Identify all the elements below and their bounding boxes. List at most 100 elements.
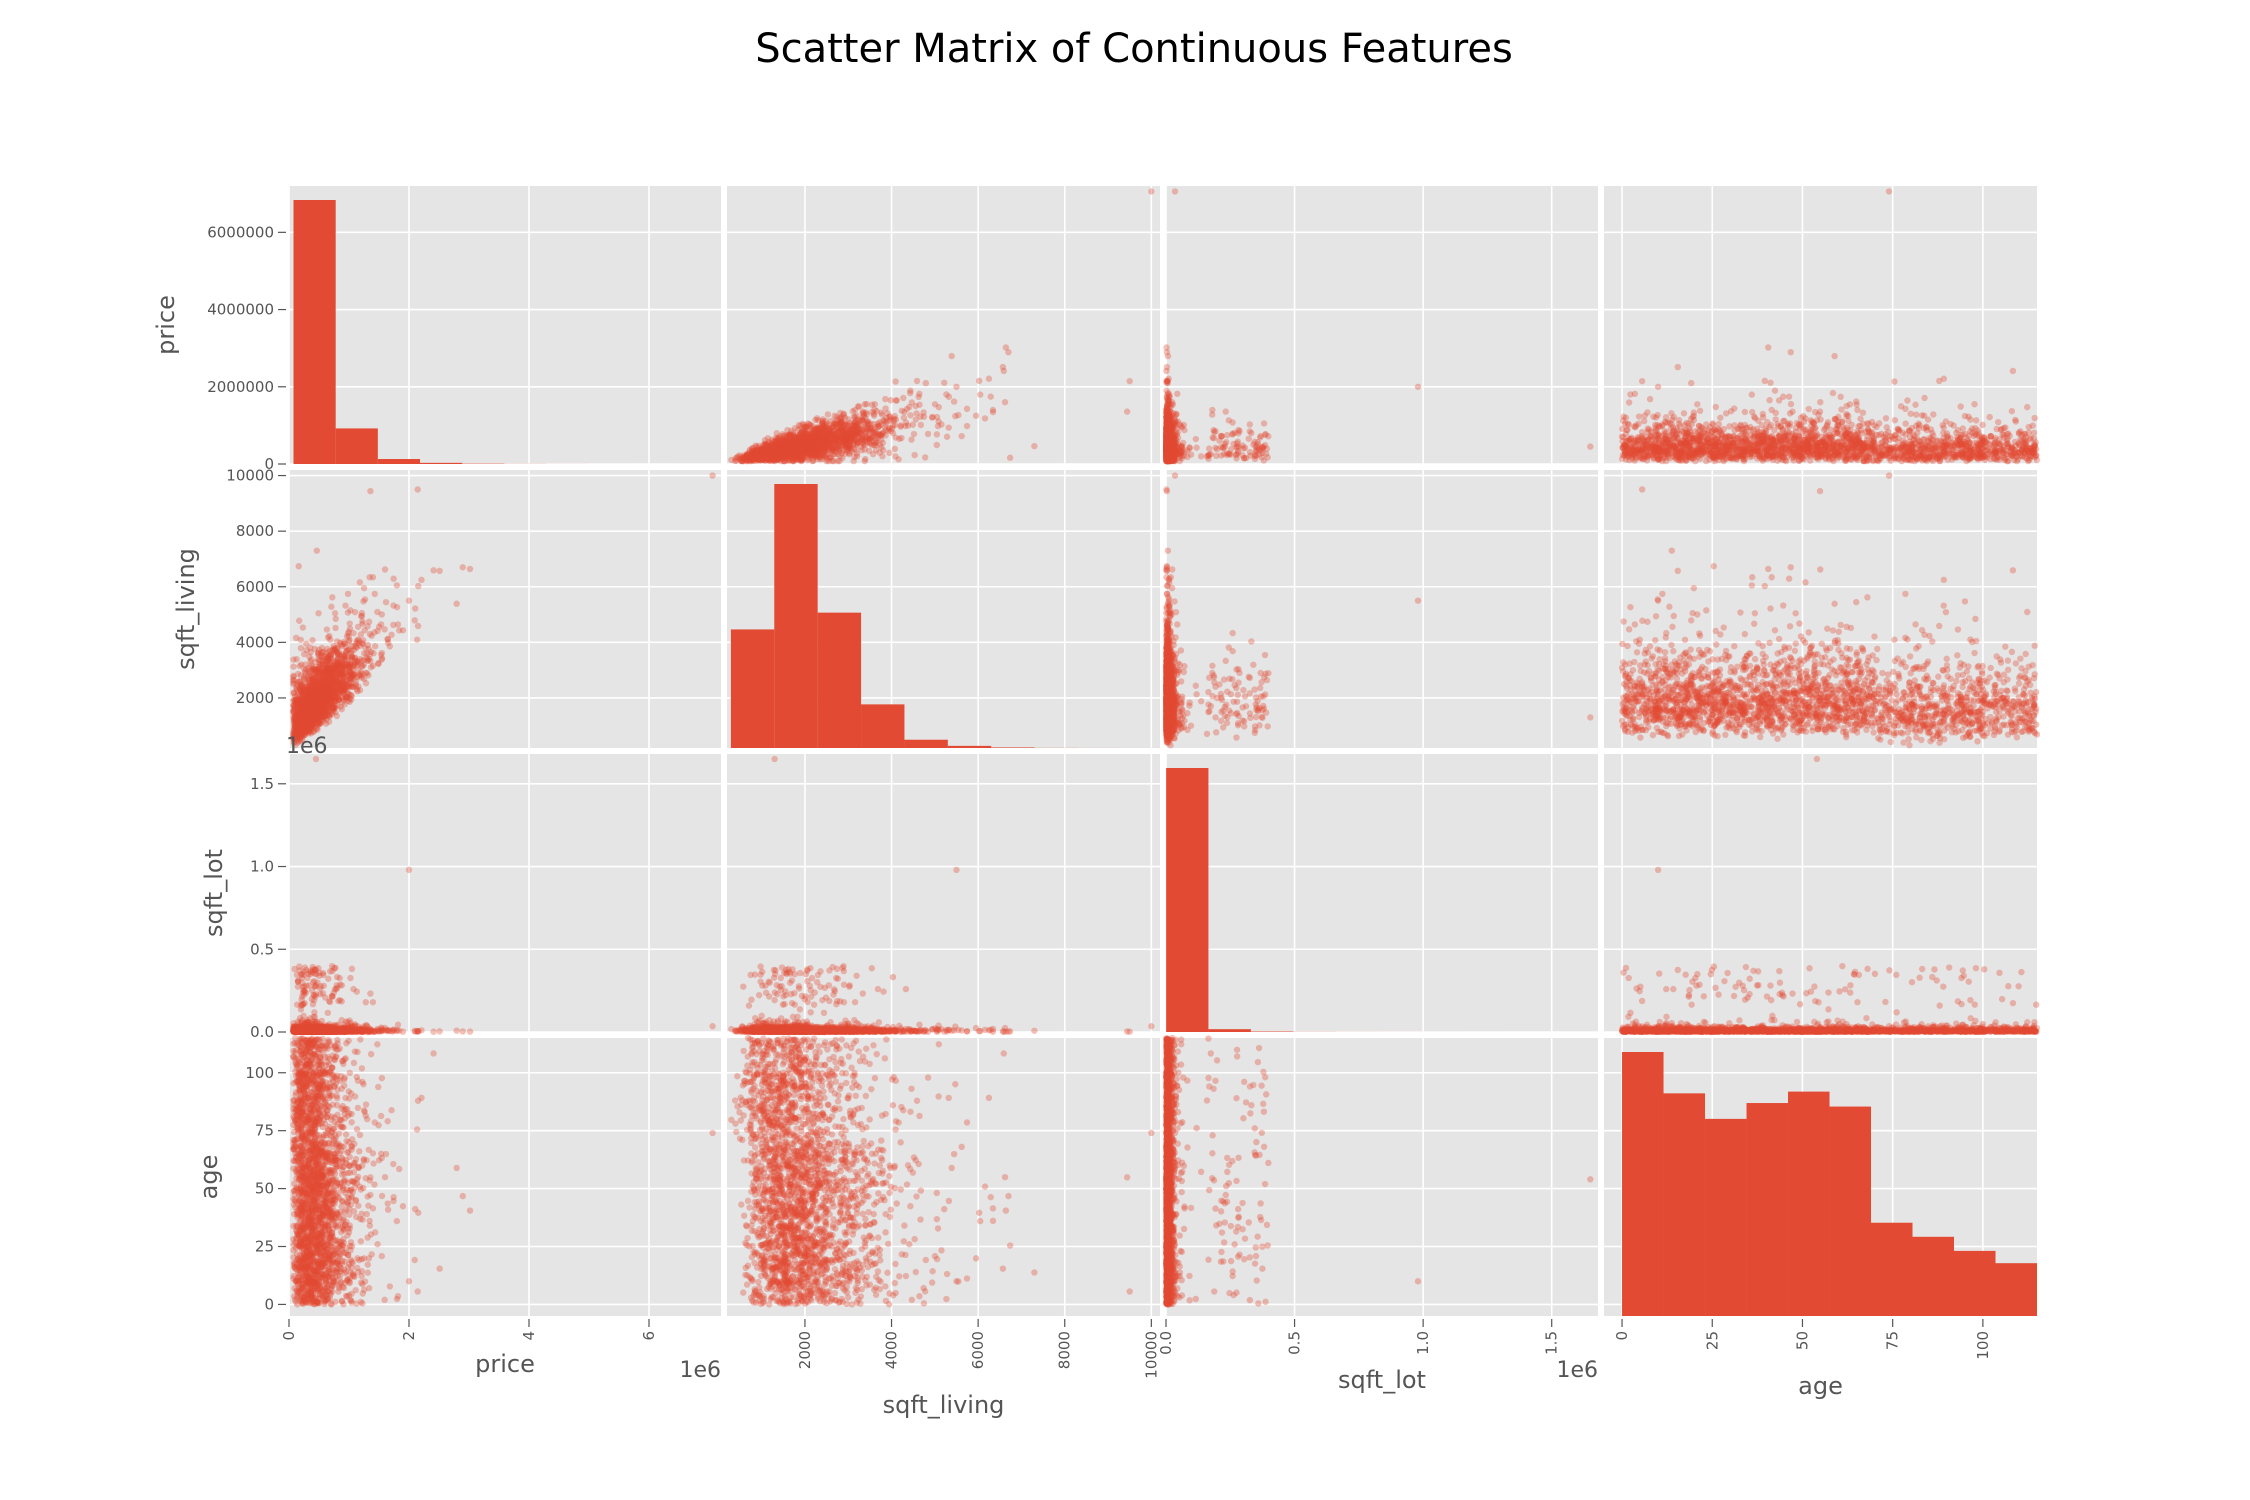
scatter-point [836,415,843,423]
scatter-point [781,450,788,458]
scatter-point [753,452,760,459]
scatter-point [741,454,748,461]
scatter-point [846,449,853,457]
scatter-point [773,430,780,437]
scatter-point [776,441,783,448]
scatter-point [862,414,869,422]
scatter-point [945,424,952,431]
scatter-point [869,426,876,433]
scatter-point [771,445,778,452]
scatter-point [807,451,815,459]
scatter-point [787,440,795,448]
scatter-point [879,439,887,446]
scatter-point [797,453,804,461]
scatter-point [1168,432,1175,439]
scatter-point [1260,457,1268,464]
scatter-point [1414,383,1422,390]
scatter-point [808,434,815,441]
scatter-point [764,455,771,462]
scatter-point [769,438,776,445]
scatter-point [775,456,783,463]
scatter-point [772,454,779,462]
scatter-point [1178,424,1186,431]
scatter-point [910,430,918,438]
scatter-point [842,441,849,448]
scatter-point [840,437,847,444]
scatter-point [772,452,780,459]
scatter-point [985,375,993,382]
scatter-point [821,453,828,460]
scatter-point [908,436,915,443]
scatter-point [803,439,810,446]
scatter-point [833,439,840,446]
scatter-point [1239,442,1246,449]
scatter-point [851,425,859,432]
scatter-point [901,408,908,416]
scatter-point [736,452,743,459]
scatter-point [773,448,780,455]
scatter-point [869,450,877,458]
scatter-point [782,453,790,461]
scatter-point [806,441,814,448]
scatter-point [777,441,784,449]
scatter-point [800,443,808,451]
scatter-point [756,449,763,457]
scatter-point [1245,435,1252,442]
scatter-point [945,393,953,400]
scatter-point [806,442,814,449]
scatter-point [791,450,798,457]
scatter-point [796,431,804,438]
scatter-point [844,426,851,433]
scatter-point [808,443,815,450]
scatter-point [740,457,747,465]
scatter-point [746,454,754,462]
scatter-point [845,431,853,438]
scatter-point [860,423,868,431]
scatter-point [891,413,898,420]
scatter-point [907,412,914,419]
scatter-point [771,451,778,458]
scatter-point [989,406,997,414]
scatter-point [941,379,948,386]
scatter-point [786,442,794,449]
scatter-point [797,442,805,450]
scatter-point [1193,444,1200,451]
scatter-point [1210,434,1218,442]
scatter-point [933,431,941,438]
scatter-point [825,429,833,437]
scatter-point [1164,378,1171,385]
scatter-point [805,435,812,442]
scatter-point [787,442,794,449]
scatter-point [897,422,904,429]
scatter-point [783,444,791,451]
scatter-point [865,420,872,427]
scatter-point [783,449,790,456]
scatter-point [758,455,766,463]
scatter-point [803,439,811,446]
scatter-point [748,454,755,462]
scatter-point [851,414,859,421]
scatter-point [1222,408,1229,415]
scatter-point [822,430,829,438]
scatter-point [1220,444,1227,452]
scatter-point [815,443,823,451]
scatter-point [849,430,856,438]
scatter-point [800,440,807,447]
scatter-point [814,437,822,444]
scatter-point [821,435,829,442]
histogram-bar [420,462,463,464]
scatter-point [778,445,785,452]
scatter-point [822,426,830,433]
scatter-point [761,447,768,455]
scatter-point [860,412,868,420]
scatter-point [917,413,924,420]
scatter-point [858,436,865,444]
scatter-point [746,453,753,461]
scatter-point [761,449,768,456]
scatter-point [810,430,818,437]
scatter-point [829,445,836,452]
scatter-point [898,434,905,442]
scatter-point [811,431,818,439]
scatter-point [772,451,779,459]
scatter-point [778,443,785,451]
